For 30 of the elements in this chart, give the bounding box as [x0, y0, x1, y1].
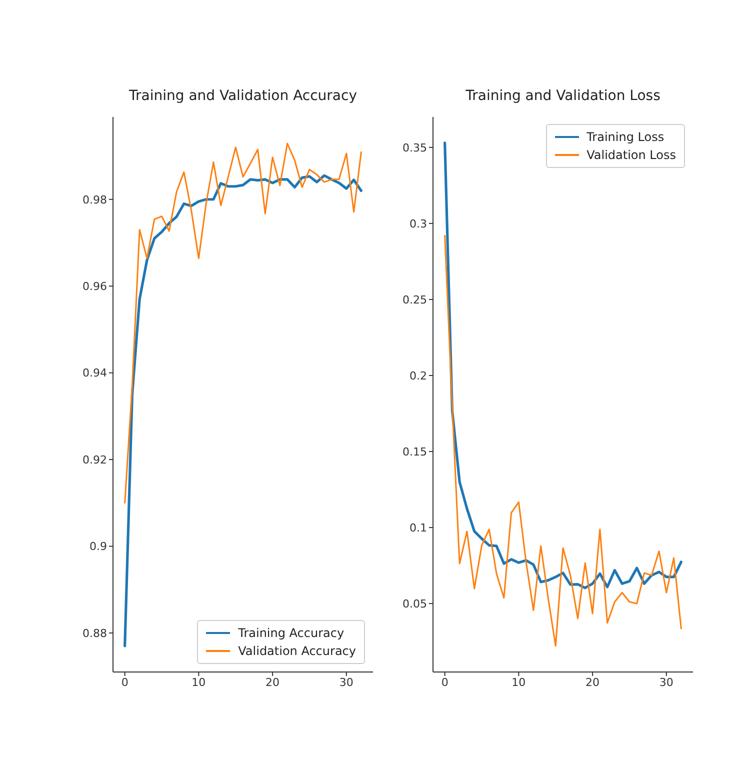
- y-tick-label: 0.98: [82, 193, 107, 206]
- y-tick-label: 0.94: [82, 366, 107, 380]
- legend-label: Validation Loss: [586, 147, 676, 164]
- y-tick-label: 0.88: [82, 626, 107, 640]
- line-series: [124, 174, 362, 648]
- y-tick-label: 0.25: [402, 293, 427, 306]
- y-tick-label: 0.3: [410, 217, 427, 230]
- x-tick-label: 20: [586, 676, 600, 689]
- chart-title: Training and Validation Accuracy: [128, 88, 358, 106]
- x-tick-label: 0: [441, 676, 448, 689]
- legend-label: Training Accuracy: [238, 625, 344, 642]
- y-tick-label: 0.15: [402, 445, 427, 458]
- y-tick-label: 0.2: [410, 369, 427, 382]
- x-tick-label: 0: [121, 676, 128, 689]
- line-series: [444, 234, 682, 647]
- x-tick-label: 20: [266, 676, 280, 689]
- legend-label: Validation Accuracy: [238, 643, 356, 660]
- chart-title: Training and Validation Loss: [464, 88, 662, 106]
- x-tick-label: 30: [339, 676, 354, 689]
- y-tick-label: 0.35: [402, 141, 427, 154]
- x-tick-label: 10: [512, 676, 526, 689]
- y-tick-label: 0.1: [410, 521, 427, 534]
- line-series: [124, 142, 362, 504]
- x-tick-label: 10: [192, 676, 206, 689]
- y-tick-label: 0.92: [82, 453, 107, 466]
- y-tick-label: 0.96: [82, 280, 107, 294]
- legend-label: Training Loss: [586, 129, 664, 146]
- y-tick-label: 0.05: [402, 597, 427, 610]
- x-tick-label: 30: [659, 676, 674, 689]
- y-tick-label: 0.9: [90, 540, 107, 554]
